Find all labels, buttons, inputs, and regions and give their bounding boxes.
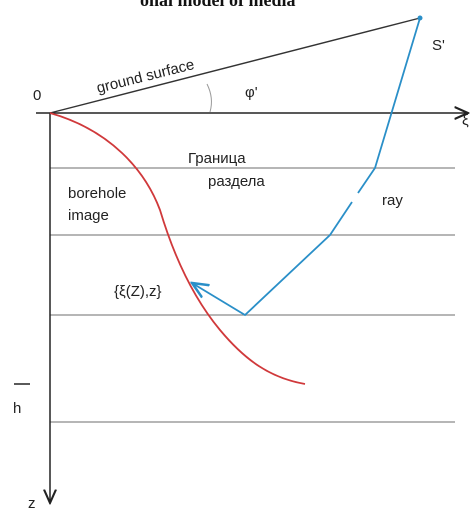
source-label: S' xyxy=(432,37,445,54)
origin-label: 0 xyxy=(33,87,41,104)
point-label: {ξ(Z),z} xyxy=(114,283,162,300)
boundary-label: Граница xyxy=(188,150,246,167)
ground-label: ground surface xyxy=(95,56,196,97)
ray-label: ray xyxy=(382,192,403,209)
ray xyxy=(192,201,353,317)
ground-line xyxy=(49,17,421,114)
z-axis-label: z xyxy=(28,495,36,512)
ray xyxy=(357,17,421,194)
angle-label: φ' xyxy=(245,84,258,101)
borehole-label: borehole xyxy=(68,185,126,202)
title: onal model of media xyxy=(140,0,296,10)
boundary-label: раздела xyxy=(208,173,265,190)
angle-arc xyxy=(206,83,212,113)
boundaries xyxy=(50,167,455,423)
borehole-label: image xyxy=(68,207,109,224)
source-point xyxy=(417,15,423,21)
depth-label: h xyxy=(13,400,21,417)
borehole-curve xyxy=(49,112,306,385)
x-axis-label: ξ xyxy=(462,112,469,129)
